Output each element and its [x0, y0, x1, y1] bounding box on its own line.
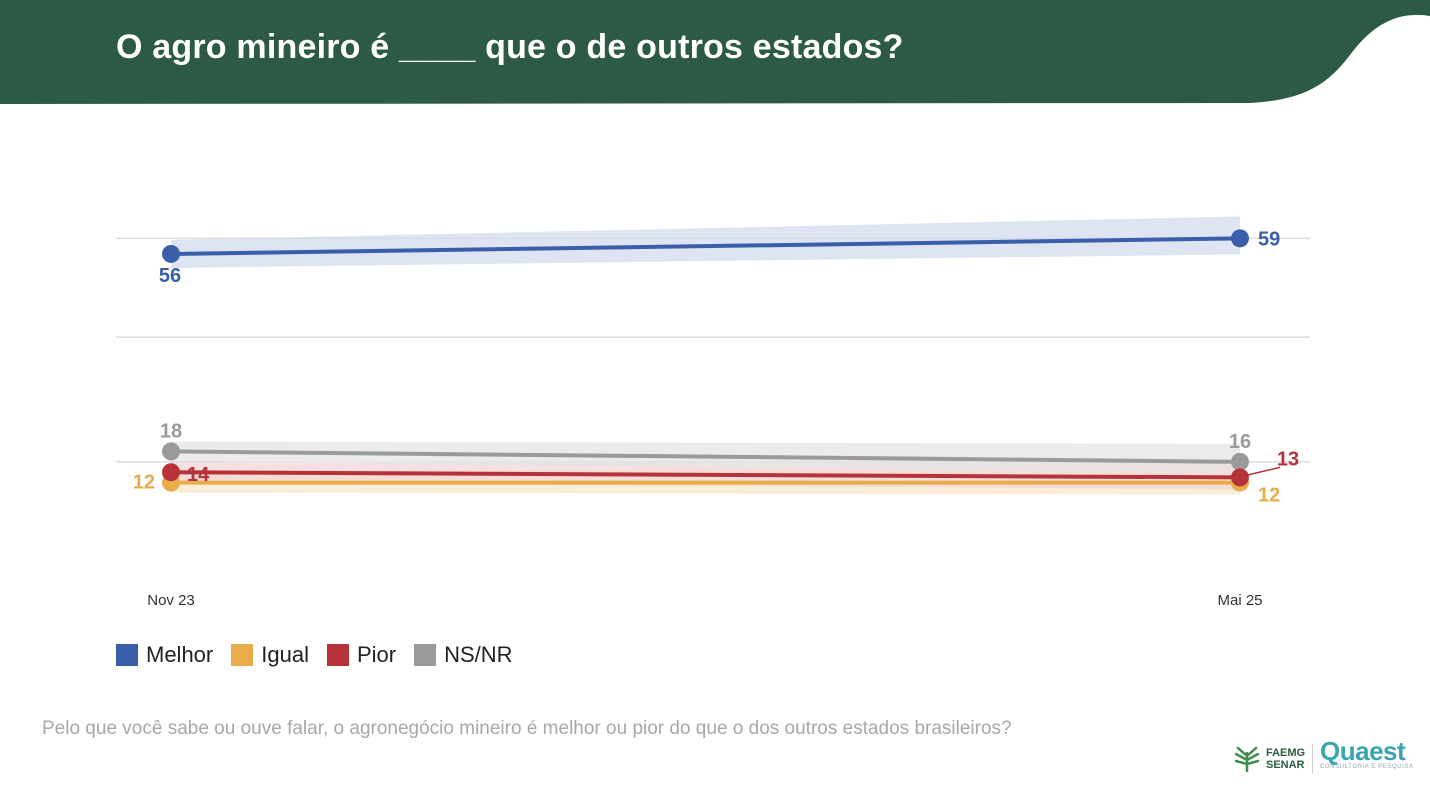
legend-label: Igual — [261, 642, 309, 667]
page-title: O agro mineiro é ____ que o de outros es… — [116, 28, 904, 66]
quaest-logo: Quaest CONSULTORIA E PESQUISA — [1320, 738, 1414, 770]
series-nsnr: 18 16 — [160, 420, 1251, 471]
data-point — [1231, 229, 1249, 248]
legend-item: Igual — [231, 642, 309, 668]
value-label: 13 — [1277, 448, 1299, 470]
survey-question: Pelo que você sabe ou ouve falar, o agro… — [42, 718, 1012, 739]
legend-item: Melhor — [116, 642, 213, 668]
value-label: 59 — [1258, 228, 1280, 250]
data-point — [1231, 468, 1249, 487]
x-tick-label: Mai 25 — [1217, 592, 1262, 609]
quaest-tagline: CONSULTORIA E PESQUISA — [1320, 764, 1414, 770]
legend-swatch — [326, 644, 349, 666]
data-point — [162, 442, 180, 461]
legend-swatch — [231, 644, 254, 666]
data-point — [1231, 452, 1249, 471]
faemg-senar-logo: FAEMG SENAR — [1232, 744, 1305, 774]
quaest-wordmark: Quaest — [1320, 736, 1406, 766]
chart-legend: Melhor Igual Pior NS/NR — [116, 642, 531, 668]
legend-item: Pior — [326, 642, 397, 668]
series-line — [170, 449, 1241, 464]
value-label: 12 — [133, 472, 155, 494]
value-label: 56 — [159, 265, 181, 287]
legend-swatch — [116, 644, 138, 666]
header-band — [0, 0, 1430, 104]
senar-label: SENAR — [1266, 759, 1305, 771]
value-label: 18 — [160, 420, 182, 442]
legend-label: Pior — [356, 642, 397, 667]
legend-swatch — [414, 644, 437, 666]
series-melhor: 56 59 — [159, 228, 1280, 287]
series-pior: 14 13 — [162, 448, 1299, 487]
x-tick-label: Nov 23 — [147, 592, 195, 609]
leaf-icon — [1234, 746, 1260, 772]
data-point — [162, 463, 180, 482]
legend-label: NS/NR — [444, 642, 513, 667]
value-label: 12 — [1258, 485, 1280, 507]
value-label: 14 — [187, 464, 210, 486]
legend-label: Melhor — [146, 642, 214, 667]
faemg-label: FAEMG — [1266, 747, 1306, 759]
label-leader — [1245, 466, 1281, 477]
logo-divider — [1312, 744, 1313, 774]
data-point — [162, 244, 180, 263]
series-band — [171, 216, 1240, 268]
series-line — [170, 236, 1241, 256]
legend-item: NS/NR — [414, 642, 513, 668]
value-label: 16 — [1229, 431, 1251, 453]
series-line — [170, 470, 1241, 480]
